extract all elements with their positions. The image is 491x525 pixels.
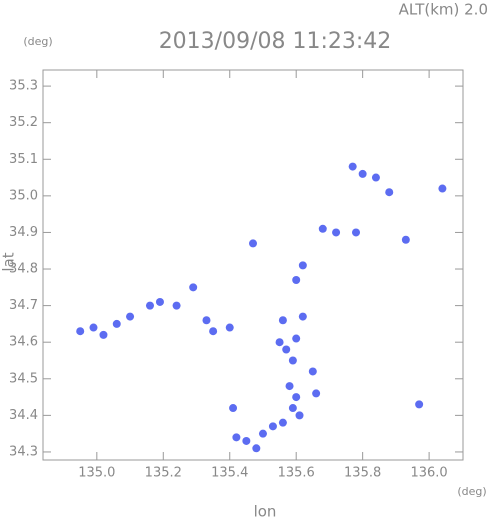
echo-point — [438, 184, 447, 193]
echo-point — [401, 235, 410, 244]
echo-point — [348, 162, 357, 171]
echo-point — [112, 319, 121, 328]
x-tick-label: 135.8 — [344, 466, 381, 481]
echo-point — [288, 404, 297, 413]
echo-point — [229, 404, 238, 413]
x-tick-label: 135.2 — [145, 466, 182, 481]
echo-point — [352, 228, 361, 237]
x-tick-label: 135.0 — [78, 466, 115, 481]
echo-point — [126, 312, 135, 321]
echo-point — [278, 316, 287, 325]
echo-point — [298, 261, 307, 270]
x-tick-label: 136.0 — [410, 466, 447, 481]
y-tick-label: 34.9 — [9, 225, 38, 240]
echo-point — [225, 323, 234, 332]
echo-point — [89, 323, 98, 332]
echo-point — [332, 228, 341, 237]
echo-point — [415, 400, 424, 409]
echo-point — [282, 345, 291, 354]
y-tick-label: 34.8 — [9, 262, 38, 277]
x-axis-label: lon — [254, 503, 277, 521]
echo-point — [76, 327, 85, 336]
y-tick-label: 35.2 — [9, 115, 38, 130]
echo-point — [258, 429, 267, 438]
echo-point — [242, 436, 251, 445]
y-tick-label: 34.5 — [9, 371, 38, 386]
echo-point — [288, 356, 297, 365]
y-unit: (deg) — [23, 35, 52, 48]
echo-point — [268, 422, 277, 431]
echo-point — [209, 327, 218, 336]
echo-point — [358, 169, 367, 178]
echo-point — [295, 411, 304, 420]
x-tick-label: 135.4 — [211, 466, 248, 481]
chart-title: 2013/09/08 11:23:42 — [159, 29, 392, 54]
echo-point — [155, 297, 164, 306]
echo-point — [189, 283, 198, 292]
y-tick-label: 34.7 — [9, 298, 38, 313]
echo-point — [285, 382, 294, 391]
echo-point — [99, 330, 108, 339]
echo-point — [278, 418, 287, 427]
y-axis-label: lat — [0, 252, 18, 271]
y-tick-label: 35.3 — [9, 79, 38, 94]
y-tick-label: 34.4 — [9, 408, 38, 423]
echo-point — [232, 433, 241, 442]
echo-point — [371, 173, 380, 182]
echo-point — [145, 301, 154, 310]
echo-point — [318, 224, 327, 233]
echo-point — [385, 188, 394, 197]
echo-point — [292, 334, 301, 343]
echo-point — [249, 239, 257, 248]
echo-point — [252, 444, 261, 453]
echo-point — [275, 338, 284, 347]
y-tick-label: 34.3 — [9, 444, 38, 459]
echo-point — [292, 393, 301, 402]
altitude-label: ALT(km) 2.0 — [399, 1, 488, 19]
y-tick-label: 34.6 — [9, 335, 38, 350]
echo-point — [202, 316, 211, 325]
y-tick-label: 35.0 — [9, 188, 38, 203]
x-tick-label: 135.6 — [278, 466, 315, 481]
echo-point — [172, 301, 181, 310]
echo-point — [312, 389, 321, 398]
x-unit: (deg) — [457, 485, 486, 498]
echo-point — [292, 276, 301, 284]
y-tick-label: 35.1 — [9, 152, 38, 167]
echo-point — [308, 367, 317, 376]
echo-point — [298, 312, 307, 321]
plot-frame — [42, 69, 464, 461]
